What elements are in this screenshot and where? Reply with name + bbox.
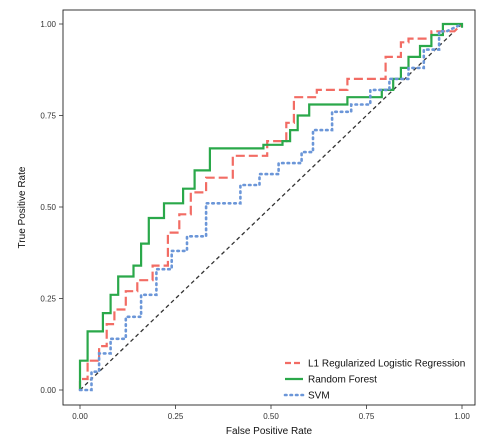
x-axis-title: False Positive Rate [226,426,313,437]
plot-area [62,9,476,406]
y-tick-label: 0.50 [40,203,56,212]
y-tick-label: 0.00 [40,386,56,395]
y-tick-label: 0.25 [40,295,56,304]
series-line-random-forest [78,22,464,390]
legend: L1 Regularized Logistic Regression Random… [283,359,465,402]
y-axis-title: True Positive Rate [17,166,28,248]
plot-panel-border [62,9,476,406]
series-line-l1-regularized-logistic-regression [78,23,463,390]
axes: 0.00 0.25 0.50 0.75 1.00 0.00 0.25 0.50 0.75 1.00 [40,20,470,421]
series-layer [78,22,464,392]
x-tick-label: 0.25 [168,412,184,421]
x-tick-label: 1.00 [454,412,470,421]
legend-label: Random Forest [308,375,377,386]
legend-label: SVM [308,391,330,402]
series-line-svm [78,22,464,392]
x-tick-label: 0.75 [359,412,375,421]
y-tick-label: 1.00 [40,20,56,29]
legend-label: L1 Regularized Logistic Regression [308,359,465,370]
x-tick-label: 0.50 [263,412,279,421]
x-tick-label: 0.00 [72,412,88,421]
y-tick-label: 0.75 [40,112,56,121]
